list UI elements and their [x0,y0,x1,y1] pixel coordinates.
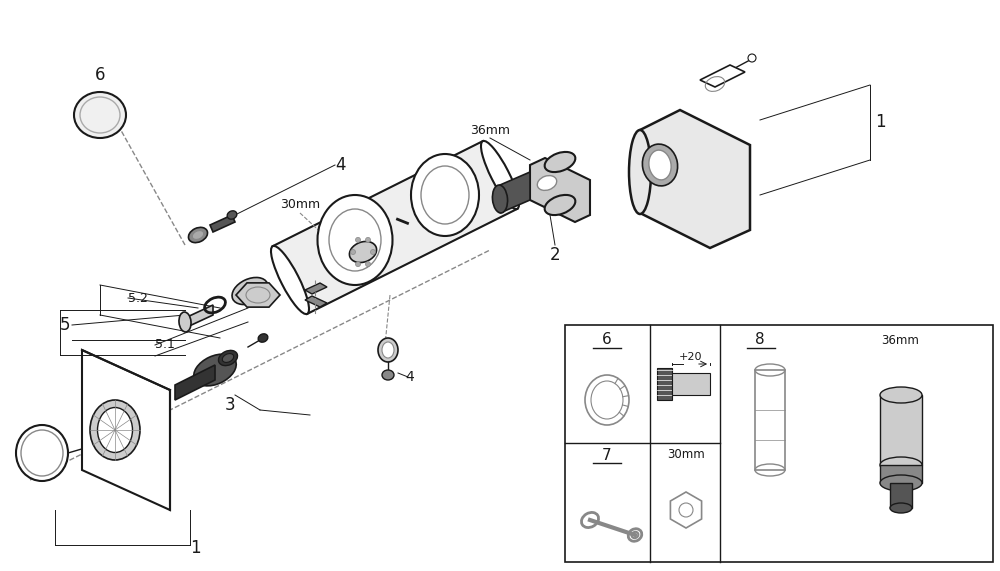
Polygon shape [305,296,327,307]
Polygon shape [700,65,745,87]
Polygon shape [273,141,517,314]
Polygon shape [672,373,710,395]
Bar [565,325,993,562]
Ellipse shape [227,211,237,219]
Text: 7: 7 [602,448,612,463]
Text: 2: 2 [550,246,560,264]
Ellipse shape [748,54,756,62]
Ellipse shape [382,370,394,380]
Ellipse shape [370,250,376,255]
Text: 6: 6 [602,332,612,348]
Ellipse shape [382,342,394,358]
Ellipse shape [629,130,651,214]
Ellipse shape [545,195,575,215]
Ellipse shape [102,438,110,446]
Polygon shape [500,172,530,213]
Text: 3: 3 [225,396,235,414]
Ellipse shape [649,150,671,180]
Ellipse shape [880,387,922,403]
Polygon shape [185,305,213,328]
Polygon shape [305,283,327,294]
Polygon shape [640,110,750,248]
Ellipse shape [74,92,126,138]
Ellipse shape [179,312,191,332]
Polygon shape [530,158,590,222]
Ellipse shape [356,238,360,242]
Ellipse shape [232,278,268,304]
Text: 30mm: 30mm [667,448,705,461]
Text: +20: +20 [679,352,703,362]
Text: 36mm: 36mm [470,123,510,136]
Ellipse shape [366,262,370,267]
Polygon shape [175,365,215,400]
Ellipse shape [98,408,132,452]
Ellipse shape [890,503,912,513]
Ellipse shape [258,334,268,342]
Text: 5.2: 5.2 [128,292,148,304]
Ellipse shape [16,425,68,481]
Ellipse shape [642,144,678,186]
Text: 5.1: 5.1 [155,339,175,352]
Ellipse shape [366,238,370,242]
Ellipse shape [411,154,479,236]
Ellipse shape [349,242,377,263]
Bar [880,465,922,483]
Text: 4: 4 [406,370,414,384]
Ellipse shape [194,354,236,386]
Ellipse shape [222,353,234,363]
Ellipse shape [537,176,557,190]
Ellipse shape [880,457,922,473]
Ellipse shape [218,351,238,365]
Ellipse shape [192,231,204,239]
Text: 5: 5 [60,316,70,334]
Text: 30mm: 30mm [280,199,320,211]
Polygon shape [657,368,672,400]
Text: 36mm: 36mm [881,333,919,347]
Ellipse shape [378,338,398,362]
Text: 1: 1 [190,539,201,557]
Polygon shape [236,283,280,307]
Text: 4: 4 [335,156,345,174]
Text: 6: 6 [95,66,105,84]
Ellipse shape [188,227,208,243]
Ellipse shape [90,400,140,460]
Text: 1: 1 [875,113,886,131]
Bar [755,370,785,470]
Ellipse shape [318,195,392,285]
Polygon shape [82,350,170,510]
Ellipse shape [481,141,519,209]
Ellipse shape [356,262,360,267]
Ellipse shape [351,250,356,255]
Ellipse shape [880,475,922,491]
Text: 8: 8 [755,332,765,348]
Ellipse shape [271,246,309,314]
Ellipse shape [492,185,508,213]
Ellipse shape [545,152,575,172]
Bar [890,483,912,508]
Polygon shape [210,215,235,232]
Bar [880,395,922,465]
